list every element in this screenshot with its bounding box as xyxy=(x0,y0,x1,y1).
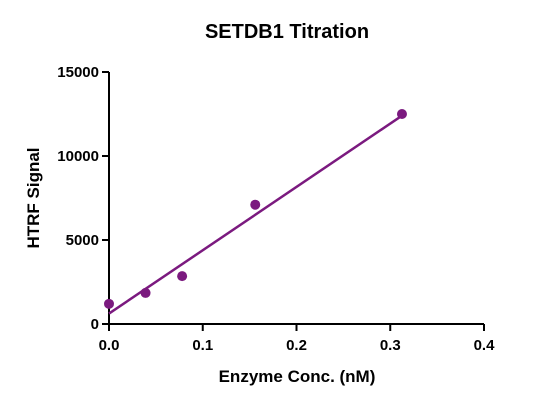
y-tick-label: 15000 xyxy=(57,64,99,81)
y-tick-label: 0 xyxy=(91,316,99,333)
chart-title: SETDB1 Titration xyxy=(205,21,369,43)
data-point xyxy=(396,109,407,119)
y-tick-label: 10000 xyxy=(57,148,99,165)
x-axis-ticks: 0.0 0.1 0.2 0.3 0.4 xyxy=(99,324,496,354)
x-tick-label: 0.4 xyxy=(474,337,496,354)
fit-line xyxy=(108,114,403,315)
x-axis-label: Enzyme Conc. (nM) xyxy=(219,367,376,386)
axes xyxy=(108,72,484,325)
x-tick-label: 0.3 xyxy=(380,337,401,354)
y-tick-label: 5000 xyxy=(66,232,99,249)
y-axis-ticks: 0 5000 10000 15000 xyxy=(57,64,109,333)
data-point xyxy=(140,287,151,298)
data-point xyxy=(250,199,261,210)
data-point xyxy=(177,271,188,282)
y-axis-label: HTRF Signal xyxy=(24,147,43,248)
fit-line-group xyxy=(108,114,403,315)
data-point xyxy=(104,298,114,309)
x-tick-label: 0.2 xyxy=(286,337,307,354)
x-tick-label: 0.1 xyxy=(192,337,213,354)
data-points xyxy=(104,109,407,309)
x-tick-label: 0.0 xyxy=(99,337,120,354)
